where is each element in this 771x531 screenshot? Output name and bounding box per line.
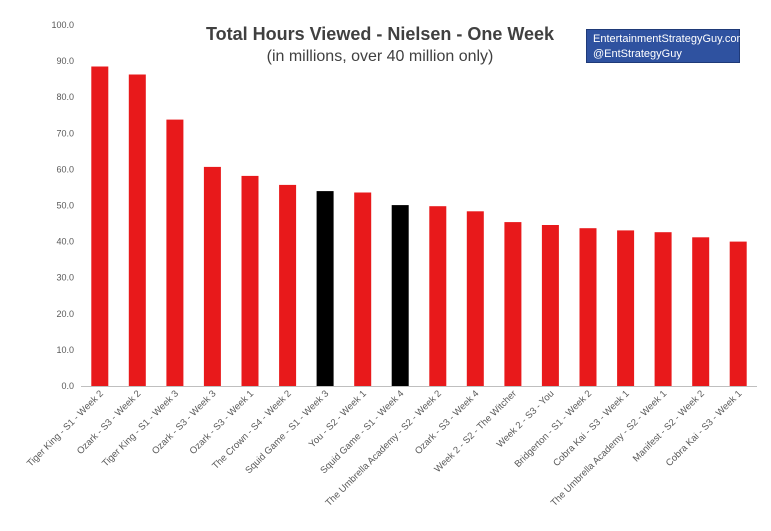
y-tick-label: 70.0 bbox=[56, 128, 74, 138]
bar bbox=[91, 66, 109, 386]
bar bbox=[241, 175, 259, 386]
x-tick-label: Ozark - S3 - Week 3 bbox=[150, 388, 219, 457]
bar bbox=[391, 205, 409, 386]
y-tick-label: 60.0 bbox=[56, 164, 74, 174]
y-tick-label: 90.0 bbox=[56, 56, 74, 66]
chart-title: Total Hours Viewed - Nielsen - One Week bbox=[205, 24, 555, 44]
bar bbox=[617, 230, 635, 386]
bar bbox=[466, 211, 484, 386]
bar bbox=[166, 119, 184, 386]
y-tick-label: 30.0 bbox=[56, 273, 74, 283]
x-tick-label: Ozark - S3 - Week 2 bbox=[75, 388, 144, 457]
credit-box: EntertainmentStrategyGuy.com @EntStrateg… bbox=[586, 29, 746, 63]
bar bbox=[729, 241, 747, 386]
chart-title-block: Total Hours Viewed - Nielsen - One Week … bbox=[190, 22, 570, 68]
bar bbox=[541, 225, 559, 386]
bar bbox=[354, 192, 372, 386]
bar bbox=[128, 74, 146, 386]
x-tick-label: Ozark - S3 - Week 4 bbox=[413, 388, 482, 457]
y-tick-label: 50.0 bbox=[56, 201, 74, 211]
bar bbox=[579, 228, 597, 386]
credit-handle: @EntStrategyGuy bbox=[593, 48, 682, 60]
credit-website: EntertainmentStrategyGuy.com bbox=[593, 33, 746, 45]
x-tick-label: Cobra Kai - S3 - Week 1 bbox=[664, 388, 744, 468]
x-tick-label: Ozark - S3 - Week 1 bbox=[188, 388, 257, 457]
bar bbox=[279, 184, 297, 386]
y-tick-label: 40.0 bbox=[56, 237, 74, 247]
x-tick-label: Manifest - S2 - Week 2 bbox=[631, 388, 707, 464]
bar bbox=[203, 166, 221, 386]
bar bbox=[316, 191, 334, 386]
y-tick-label: 10.0 bbox=[56, 345, 74, 355]
chart-subtitle: (in millions, over 40 million only) bbox=[266, 48, 494, 65]
y-tick-label: 100.0 bbox=[51, 20, 74, 30]
x-tick-label: Cobra Kai - S3 - Week 1 bbox=[551, 388, 631, 468]
y-tick-label: 20.0 bbox=[56, 309, 74, 319]
y-tick-label: 0.0 bbox=[61, 381, 74, 391]
bar bbox=[692, 237, 710, 386]
bar bbox=[654, 232, 672, 386]
y-tick-label: 80.0 bbox=[56, 92, 74, 102]
bar bbox=[504, 222, 522, 386]
bar bbox=[429, 206, 447, 386]
